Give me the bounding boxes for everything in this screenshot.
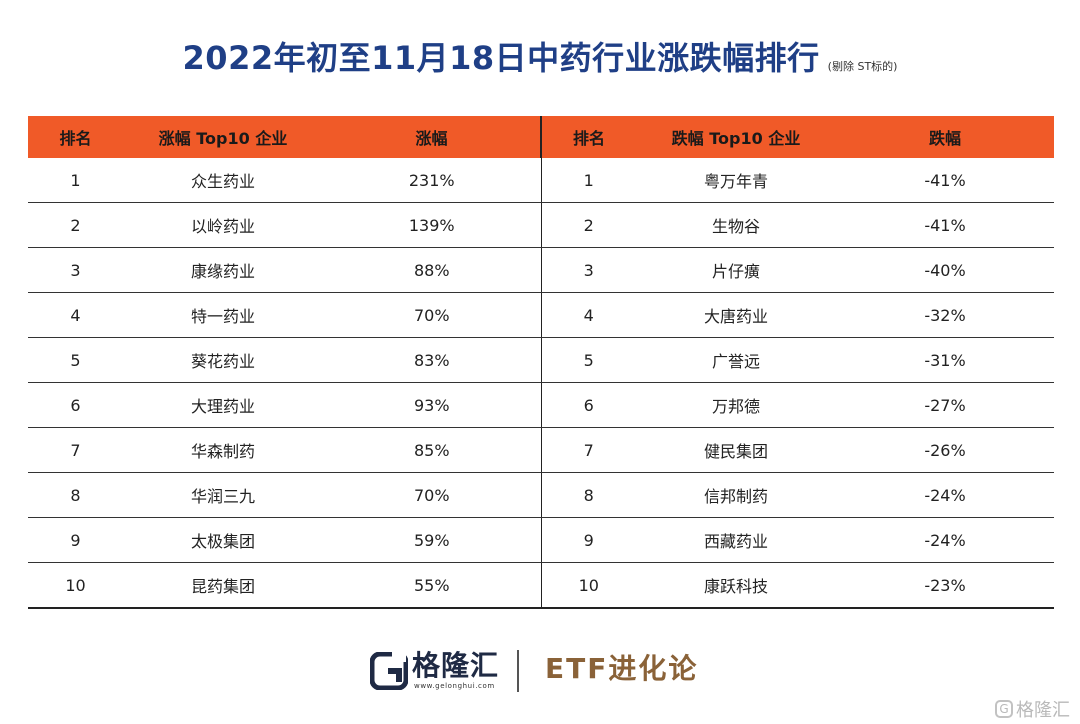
ranking-table-body: 1 众生药业 231% 1 粤万年青 -41% 2 以岭药业 139% 2 生物谷 -41% 3 康缘药业… <box>28 158 1054 609</box>
table-row: 2 以岭药业 139% 2 生物谷 -41% <box>28 202 1054 248</box>
loss-pct-cell: -26% <box>836 427 1054 473</box>
gain-company-cell: 特一药业 <box>123 292 323 338</box>
gain-rank-cell: 1 <box>28 158 123 203</box>
gain-rank-cell: 2 <box>28 202 123 248</box>
loss-pct-cell: -40% <box>836 247 1054 293</box>
loss-pct-cell: -24% <box>836 472 1054 518</box>
loss-pct-cell: -41% <box>836 158 1054 203</box>
loss-company-cell: 片仔癀 <box>636 247 836 293</box>
gain-pct-cell: 85% <box>323 427 541 473</box>
table-row: 7 华森制药 85% 7 健民集团 -26% <box>28 427 1054 473</box>
gain-rank-cell: 4 <box>28 292 123 338</box>
table-row: 4 特一药业 70% 4 大唐药业 -32% <box>28 292 1054 338</box>
loss-pct-cell: -32% <box>836 292 1054 338</box>
loss-pct-cell: -23% <box>836 562 1054 609</box>
gain-pct-cell: 70% <box>323 472 541 518</box>
loss-rank-cell: 4 <box>540 292 636 338</box>
page-title: 2022年初至11月18日中药行业涨跌幅排行 <box>182 39 820 77</box>
gain-company-cell: 华润三九 <box>123 472 323 518</box>
gain-rank-cell: 7 <box>28 427 123 473</box>
loss-company-cell: 生物谷 <box>636 202 836 248</box>
table-row: 5 葵花药业 83% 5 广誉远 -31% <box>28 337 1054 383</box>
header-gain-pct: 涨幅 <box>323 116 541 158</box>
loss-pct-cell: -31% <box>836 337 1054 383</box>
gain-company-cell: 太极集团 <box>123 517 323 563</box>
header-loss-rank: 排名 <box>540 116 636 158</box>
loss-company-cell: 粤万年青 <box>636 158 836 203</box>
ranking-table: 排名 涨幅 Top10 企业 涨幅 排名 跌幅 Top10 企业 跌幅 1 众生药… <box>28 116 1054 609</box>
page-subtitle: (剔除 ST标的) <box>827 60 898 73</box>
loss-company-cell: 康跃科技 <box>636 562 836 609</box>
loss-pct-cell: -41% <box>836 202 1054 248</box>
table-header-row: 排名 涨幅 Top10 企业 涨幅 排名 跌幅 Top10 企业 跌幅 <box>28 116 1054 158</box>
gain-company-cell: 康缘药业 <box>123 247 323 293</box>
loss-rank-cell: 2 <box>540 202 636 248</box>
gain-company-cell: 华森制药 <box>123 427 323 473</box>
loss-rank-cell: 3 <box>540 247 636 293</box>
loss-company-cell: 健民集团 <box>636 427 836 473</box>
loss-pct-cell: -24% <box>836 517 1054 563</box>
watermark-g-icon: G <box>995 700 1013 718</box>
gain-company-cell: 葵花药业 <box>123 337 323 383</box>
loss-rank-cell: 8 <box>540 472 636 518</box>
footer-divider <box>517 650 519 692</box>
gain-company-cell: 众生药业 <box>123 158 323 203</box>
gain-pct-cell: 93% <box>323 382 541 428</box>
loss-company-cell: 万邦德 <box>636 382 836 428</box>
table-row: 9 太极集团 59% 9 西藏药业 -24% <box>28 517 1054 563</box>
gain-pct-cell: 88% <box>323 247 541 293</box>
gain-company-cell: 昆药集团 <box>123 562 323 609</box>
header-gain-name: 涨幅 Top10 企业 <box>123 116 323 158</box>
loss-company-cell: 大唐药业 <box>636 292 836 338</box>
table-row: 6 大理药业 93% 6 万邦德 -27% <box>28 382 1054 428</box>
logo-url: www.gelonghui.com <box>414 682 495 690</box>
gain-company-cell: 大理药业 <box>123 382 323 428</box>
loss-rank-cell: 10 <box>540 562 636 609</box>
loss-company-cell: 信邦制药 <box>636 472 836 518</box>
gelonghui-logo-icon <box>370 652 408 690</box>
gain-rank-cell: 3 <box>28 247 123 293</box>
gain-rank-cell: 6 <box>28 382 123 428</box>
watermark-text: 格隆汇 <box>1016 700 1070 721</box>
table-row: 10 昆药集团 55% 10 康跃科技 -23% <box>28 562 1054 609</box>
loss-rank-cell: 5 <box>540 337 636 383</box>
header-loss-pct: 跌幅 <box>836 116 1054 158</box>
loss-pct-cell: -27% <box>836 382 1054 428</box>
loss-company-cell: 西藏药业 <box>636 517 836 563</box>
brand-text: ETF进化论 <box>545 652 699 685</box>
gain-rank-cell: 10 <box>28 562 123 609</box>
table-row: 1 众生药业 231% 1 粤万年青 -41% <box>28 158 1054 203</box>
header-gain-rank: 排名 <box>28 116 123 158</box>
gain-pct-cell: 231% <box>323 158 541 203</box>
gain-pct-cell: 59% <box>323 517 541 563</box>
header-loss-name: 跌幅 Top10 企业 <box>636 116 836 158</box>
loss-rank-cell: 6 <box>540 382 636 428</box>
gain-pct-cell: 70% <box>323 292 541 338</box>
table-row: 8 华润三九 70% 8 信邦制药 -24% <box>28 472 1054 518</box>
gain-rank-cell: 8 <box>28 472 123 518</box>
gain-pct-cell: 55% <box>323 562 541 609</box>
gain-rank-cell: 9 <box>28 517 123 563</box>
title-block: 2022年初至11月18日中药行业涨跌幅排行 (剔除 ST标的) <box>0 38 1080 78</box>
footer: 格隆汇 www.gelonghui.com ETF进化论 <box>0 648 1080 694</box>
watermark: G 格隆汇 <box>995 696 1070 722</box>
gain-company-cell: 以岭药业 <box>123 202 323 248</box>
gain-pct-cell: 83% <box>323 337 541 383</box>
table-row: 3 康缘药业 88% 3 片仔癀 -40% <box>28 247 1054 293</box>
gain-pct-cell: 139% <box>323 202 541 248</box>
loss-rank-cell: 7 <box>540 427 636 473</box>
loss-rank-cell: 1 <box>540 158 636 203</box>
gain-rank-cell: 5 <box>28 337 123 383</box>
loss-company-cell: 广誉远 <box>636 337 836 383</box>
loss-rank-cell: 9 <box>540 517 636 563</box>
logo-text: 格隆汇 <box>412 649 500 682</box>
